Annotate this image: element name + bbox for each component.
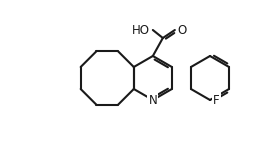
Text: F: F [213, 93, 220, 107]
Text: N: N [148, 93, 157, 107]
Text: HO: HO [132, 24, 150, 36]
Text: O: O [178, 24, 187, 36]
